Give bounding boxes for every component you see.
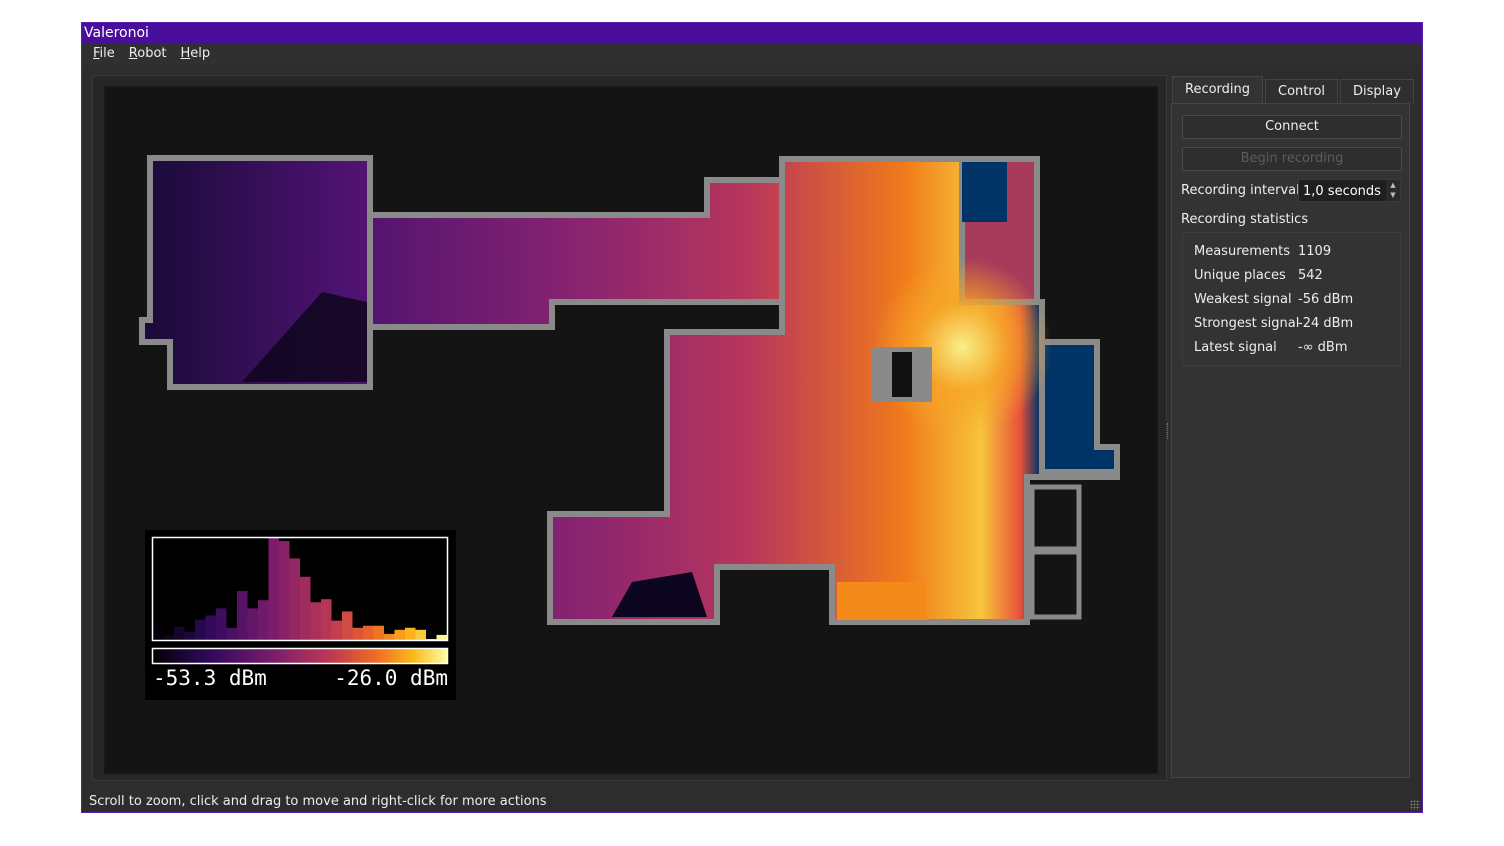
status-bar: Scroll to zoom, click and drag to move a… <box>89 794 547 809</box>
signal-map[interactable] <box>105 87 1157 773</box>
histogram-bar <box>342 611 353 640</box>
histogram-bar <box>268 538 279 640</box>
recording-statistics-title: Recording statistics <box>1181 212 1309 227</box>
menu-robot[interactable]: Robot <box>128 46 167 61</box>
tab-recording[interactable]: Recording <box>1172 76 1264 105</box>
map-canvas[interactable]: -53.3 dBm -26.0 dBm <box>104 86 1158 774</box>
histogram-bar <box>352 627 363 640</box>
histogram-bar <box>331 620 342 640</box>
histogram-bar <box>310 602 321 640</box>
bottom-hotspot <box>837 582 927 620</box>
tab-bar: Recording Control Display <box>1172 76 1416 105</box>
title-bar: Valeronoi <box>82 23 1422 43</box>
histogram-bar <box>153 624 164 640</box>
histogram <box>151 536 449 665</box>
corridor <box>367 177 785 330</box>
stat-unique-places: Unique places 542 <box>1194 268 1323 283</box>
histogram-frame <box>151 536 449 642</box>
histogram-bar <box>289 558 300 640</box>
floor-plan <box>139 155 1120 625</box>
dark-corner <box>242 292 367 382</box>
histogram-bar <box>279 541 290 640</box>
recording-panel: Connect Begin recording Recording interv… <box>1171 103 1410 778</box>
tab-control[interactable]: Control <box>1265 79 1339 104</box>
histogram-bar <box>174 626 185 640</box>
colorbar <box>151 647 449 665</box>
histogram-bar <box>373 625 384 640</box>
histogram-bar <box>247 608 258 640</box>
menu-bar: File Robot Help <box>82 43 1422 65</box>
histogram-bar <box>205 615 216 640</box>
histogram-bar <box>426 638 437 640</box>
room-right-blue <box>1039 339 1120 475</box>
room-bottom-right-b <box>1029 549 1082 620</box>
histogram-bar <box>405 627 416 640</box>
histogram-bar <box>226 627 237 640</box>
tab-display[interactable]: Display <box>1340 79 1414 104</box>
legend-min-label: -53.3 dBm <box>153 666 267 690</box>
stat-latest-signal: Latest signal -∞ dBm <box>1194 340 1348 355</box>
statistics-box: Measurements 1109 Unique places 542 Weakes… <box>1182 232 1401 366</box>
histogram-bar <box>436 634 447 640</box>
recording-interval-spinbox[interactable]: 1,0 seconds ▲ ▼ <box>1298 179 1401 202</box>
histogram-bar <box>384 633 395 640</box>
splitter-handle[interactable] <box>1167 423 1171 439</box>
stat-measurements: Measurements 1109 <box>1194 244 1332 259</box>
histogram-bar <box>195 619 206 640</box>
histogram-bar <box>237 591 248 640</box>
room-main <box>547 156 1120 625</box>
histogram-bar <box>363 625 374 640</box>
signal-legend: -53.3 dBm -26.0 dBm <box>145 530 456 700</box>
legend-max-label: -26.0 dBm <box>334 666 448 690</box>
obstacle-core <box>892 352 912 397</box>
spin-arrows-icon[interactable]: ▲ ▼ <box>1386 180 1400 201</box>
room-bottom-right-a <box>1029 484 1082 552</box>
histogram-bar <box>415 629 426 640</box>
histogram-bar <box>163 634 174 640</box>
histogram-bar <box>300 576 311 640</box>
histogram-bar <box>216 608 227 640</box>
stat-strongest-signal: Strongest signal -24 dBm <box>1194 316 1354 331</box>
connect-button[interactable]: Connect <box>1182 115 1402 139</box>
map-view-frame: -53.3 dBm -26.0 dBm <box>92 75 1167 781</box>
histogram-bar <box>321 599 332 640</box>
main-window: Valeronoi File Robot Help <box>81 22 1423 813</box>
histogram-bar <box>394 629 405 640</box>
dark-corner-2 <box>612 572 707 617</box>
resize-grip-icon[interactable] <box>1410 800 1420 810</box>
recording-interval-label: Recording interval <box>1181 183 1300 198</box>
dark-top-right <box>962 162 1007 222</box>
menu-help[interactable]: Help <box>180 46 211 61</box>
histogram-bar <box>258 600 269 640</box>
menu-file[interactable]: File <box>93 46 115 61</box>
interval-value: 1,0 seconds <box>1303 184 1381 199</box>
begin-recording-button[interactable]: Begin recording <box>1182 147 1402 171</box>
histogram-bar <box>184 631 195 640</box>
stat-weakest-signal: Weakest signal -56 dBm <box>1194 292 1354 307</box>
